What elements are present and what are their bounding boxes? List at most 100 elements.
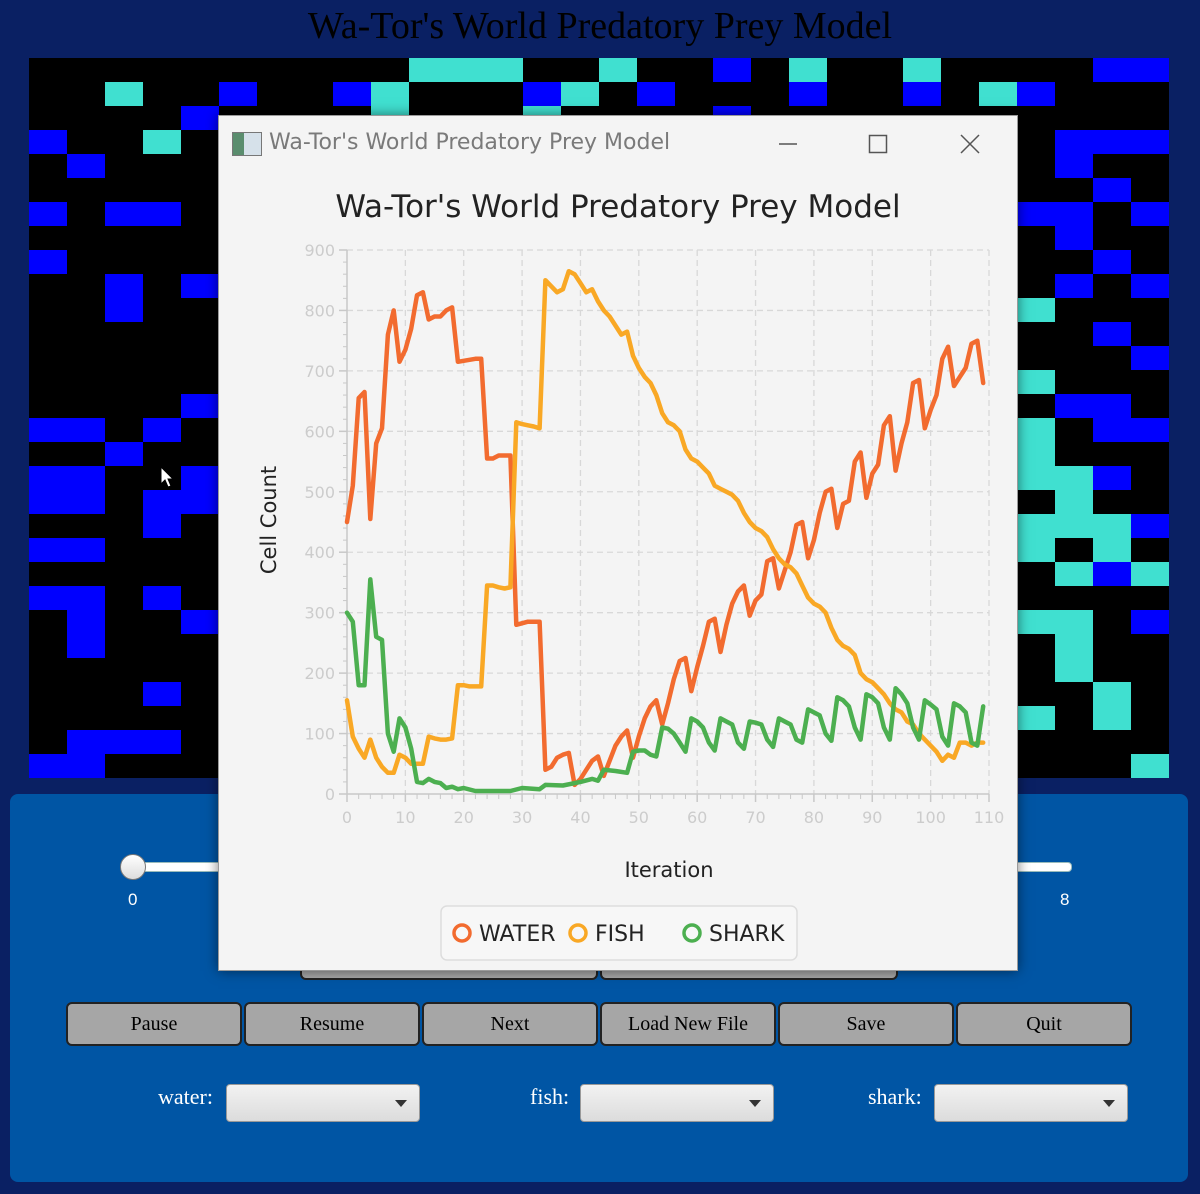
grid-cell-shark <box>67 154 105 178</box>
grid-cell-fish <box>447 58 485 82</box>
x-axis-label: Iteration <box>624 858 713 882</box>
grid-cell-shark <box>1093 466 1131 490</box>
water-select[interactable] <box>226 1084 420 1122</box>
grid-cell-fish <box>1017 610 1055 634</box>
minimize-icon[interactable] <box>765 124 811 164</box>
maximize-icon[interactable] <box>855 124 901 164</box>
fish-select[interactable] <box>580 1084 774 1122</box>
grid-cell-shark <box>1131 418 1169 442</box>
grid-cell-shark <box>67 634 105 658</box>
grid-cell-shark <box>181 274 219 298</box>
grid-cell-shark <box>181 610 219 634</box>
x-tick-label: 10 <box>395 808 415 827</box>
legend-marker-water <box>452 923 472 943</box>
close-icon[interactable] <box>947 124 993 164</box>
grid-cell-shark <box>181 490 219 514</box>
x-tick-label: 0 <box>342 808 352 827</box>
grid-cell-shark <box>1093 250 1131 274</box>
grid-cell-fish <box>1017 706 1055 730</box>
grid-cell-shark <box>903 82 941 106</box>
grid-cell-shark <box>143 514 181 538</box>
grid-cell-shark <box>637 82 675 106</box>
grid-cell-fish <box>1017 298 1055 322</box>
chart-title: Wa-Tor's World Predatory Prey Model <box>335 189 900 225</box>
grid-cell-shark <box>713 58 751 82</box>
grid-cell-shark <box>105 274 143 298</box>
grid-cell-shark <box>29 754 67 778</box>
grid-cell-shark <box>1131 130 1169 154</box>
grid-cell-shark <box>29 538 67 562</box>
y-tick-label: 100 <box>304 725 335 744</box>
grid-cell-fish <box>371 82 409 106</box>
x-tick-label: 40 <box>570 808 590 827</box>
grid-cell-fish <box>903 58 941 82</box>
chevron-down-icon <box>1103 1100 1115 1107</box>
legend-label-shark: SHARK <box>709 922 785 947</box>
grid-cell-fish <box>105 82 143 106</box>
grid-cell-shark <box>1055 394 1093 418</box>
grid-cell-shark <box>29 586 67 610</box>
grid-cell-shark <box>67 490 105 514</box>
legend-marker-shark <box>682 923 702 943</box>
iteration-slider-thumb[interactable] <box>120 854 146 880</box>
load-new-file-button[interactable]: Load New File <box>600 1002 776 1046</box>
shark-select[interactable] <box>934 1084 1128 1122</box>
grid-cell-shark <box>143 586 181 610</box>
y-tick-label: 400 <box>304 543 335 562</box>
slider-max-label: 8 <box>1060 890 1070 909</box>
grid-cell-fish <box>1017 418 1055 442</box>
x-tick-label: 110 <box>974 808 1005 827</box>
grid-cell-shark <box>105 202 143 226</box>
y-tick-label: 0 <box>325 785 335 804</box>
grid-cell-shark <box>67 586 105 610</box>
y-axis-label: Cell Count <box>257 466 281 574</box>
grid-cell-shark <box>105 442 143 466</box>
y-tick-label: 600 <box>304 422 335 441</box>
x-tick-label: 50 <box>629 808 649 827</box>
grid-cell-shark <box>29 250 67 274</box>
grid-cell-shark <box>1017 202 1055 226</box>
x-tick-label: 70 <box>745 808 765 827</box>
grid-cell-shark <box>67 754 105 778</box>
grid-cell-shark <box>1093 58 1131 82</box>
next-button[interactable]: Next <box>422 1002 598 1046</box>
grid-cell-shark <box>1131 58 1169 82</box>
x-tick-label: 80 <box>804 808 824 827</box>
grid-cell-fish <box>1093 514 1131 538</box>
grid-cell-shark <box>1093 322 1131 346</box>
grid-cell-fish <box>1017 538 1055 562</box>
y-tick-label: 500 <box>304 483 335 502</box>
population-chart: Wa-Tor's World Predatory Prey Model 0100… <box>257 189 1005 961</box>
window-titlebar[interactable]: Wa-Tor's World Predatory Prey Model <box>219 116 1017 172</box>
x-tick-label: 60 <box>687 808 707 827</box>
grid-cell-shark <box>67 610 105 634</box>
x-tick-label: 90 <box>862 808 882 827</box>
grid-cell-fish <box>1017 514 1055 538</box>
grid-cell-fish <box>143 130 181 154</box>
grid-cell-shark <box>1093 178 1131 202</box>
grid-cell-fish <box>1093 682 1131 706</box>
grid-cell-shark <box>523 82 561 106</box>
grid-cell-shark <box>1131 274 1169 298</box>
grid-cell-fish <box>599 58 637 82</box>
grid-cell-fish <box>1093 538 1131 562</box>
mouse-cursor-icon <box>160 466 175 488</box>
grid-cell-shark <box>181 394 219 418</box>
save-button[interactable]: Save <box>778 1002 954 1046</box>
quit-button[interactable]: Quit <box>956 1002 1132 1046</box>
grid-cell-shark <box>143 418 181 442</box>
grid-cell-shark <box>105 730 143 754</box>
y-tick-label: 700 <box>304 362 335 381</box>
grid-cell-shark <box>29 466 67 490</box>
pause-button[interactable]: Pause <box>66 1002 242 1046</box>
app-title: Wa-Tor's World Predatory Prey Model <box>307 5 893 47</box>
series-line-shark <box>344 577 986 794</box>
grid-cell-fish <box>561 82 599 106</box>
resume-button[interactable]: Resume <box>244 1002 420 1046</box>
y-tick-label: 900 <box>304 241 335 260</box>
grid-cell-fish <box>1017 442 1055 466</box>
grid-cell-shark <box>1093 418 1131 442</box>
grid-cell-shark <box>143 730 181 754</box>
chart-window[interactable]: Wa-Tor's World Predatory Prey Model Wa-T… <box>218 115 1018 971</box>
grid-cell-shark <box>1093 130 1131 154</box>
